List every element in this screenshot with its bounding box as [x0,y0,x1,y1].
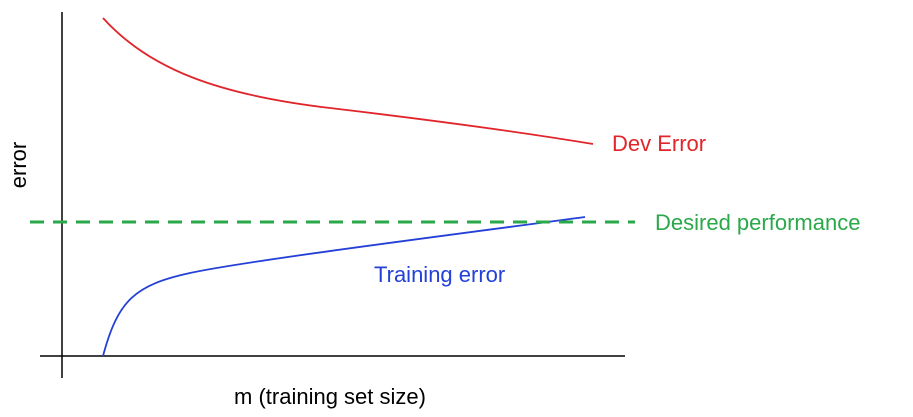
y-axis-label: error [6,142,31,188]
dev-error-curve [102,17,594,145]
training-error-curve [102,216,586,357]
x-axis-label: m (training set size) [234,384,426,409]
dev-error-label: Dev Error [612,131,706,156]
training-error-label: Training error [374,262,505,287]
desired-performance-label: Desired performance [655,210,860,235]
